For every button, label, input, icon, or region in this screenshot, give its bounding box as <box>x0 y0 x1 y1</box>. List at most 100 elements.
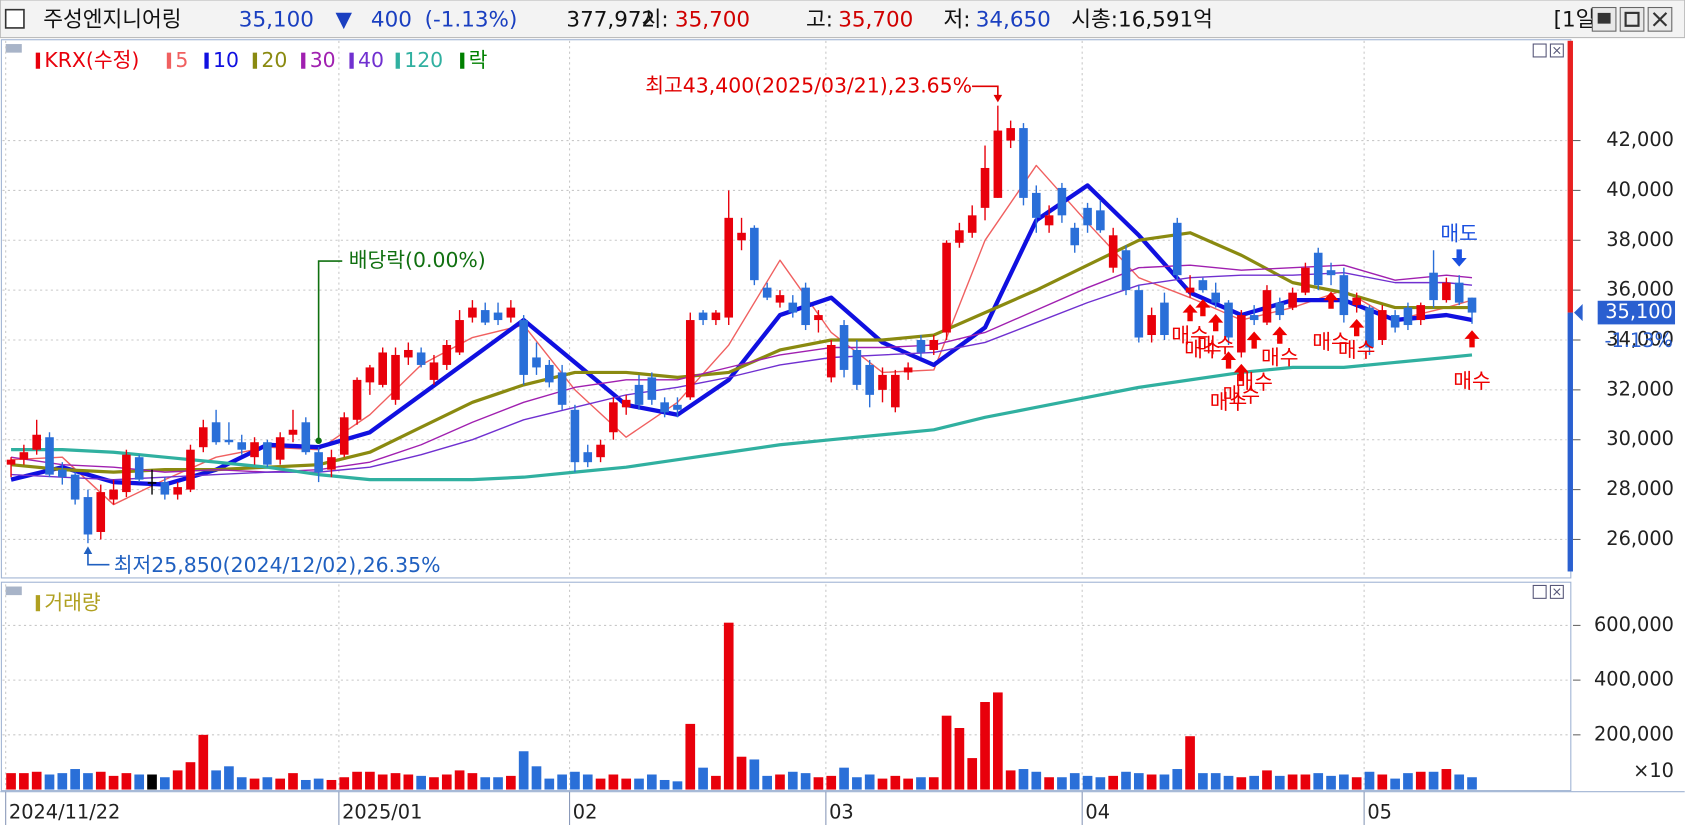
volume-bar <box>864 774 875 790</box>
panel-buttons <box>1532 43 1564 599</box>
legend-label: 락 <box>469 48 488 72</box>
legend-swatch <box>395 52 400 69</box>
volume-bar <box>1415 771 1426 790</box>
candle-body <box>404 349 413 358</box>
volume-bar <box>916 777 926 790</box>
candle-body <box>1467 297 1477 313</box>
volume-bar <box>1262 770 1272 790</box>
volume-bar <box>877 778 888 790</box>
volume-bar <box>531 766 542 790</box>
candle-body <box>301 422 311 453</box>
volume-bar <box>429 777 439 790</box>
candle-body <box>211 422 221 443</box>
volume-bar <box>288 773 298 790</box>
y-tick-label: 28,000 <box>1606 477 1674 500</box>
high-note-arrow <box>972 85 999 98</box>
candle-body <box>557 372 567 405</box>
buy-label: 매수 <box>1453 369 1491 393</box>
panel-max[interactable] <box>1532 584 1547 599</box>
candle-body <box>327 457 336 470</box>
candle-body <box>609 402 618 433</box>
icon <box>1553 46 1561 55</box>
volume-bar <box>480 777 491 790</box>
volume-bar <box>493 777 503 790</box>
candle-body <box>1160 302 1169 336</box>
candle-body <box>1249 315 1259 321</box>
volume-bar <box>1210 773 1221 790</box>
volume-bar <box>236 777 247 790</box>
candle-body <box>903 367 913 373</box>
volume-bar <box>941 715 952 790</box>
candle-body <box>737 232 746 241</box>
dividend-dot <box>315 437 322 444</box>
low-note: 최저25,850(2024/12/02),26.35% <box>114 553 441 577</box>
candle-body <box>1262 290 1272 323</box>
candle-body <box>1403 307 1413 326</box>
panel-max[interactable] <box>1532 43 1547 58</box>
candle-body <box>58 469 67 478</box>
volume-bar <box>377 774 388 790</box>
volume-bar <box>967 758 978 790</box>
volume-bar <box>352 771 362 790</box>
y-tick-label: 30,000 <box>1606 427 1674 450</box>
candle-body <box>980 167 990 208</box>
volume-bar <box>582 774 593 790</box>
candle-body <box>1057 187 1067 216</box>
volume-bar <box>1313 773 1324 790</box>
candle-body <box>365 367 375 383</box>
volume-bar <box>557 774 567 790</box>
y-tick-label: 36,000 <box>1606 278 1674 301</box>
candle-body <box>19 452 29 460</box>
volume-bar <box>813 777 824 790</box>
high-label: 고: <box>806 7 833 32</box>
candle-body <box>173 487 182 495</box>
market-cap: 시총:16,591억 <box>1071 7 1213 32</box>
candle-body <box>1352 297 1361 306</box>
candle-body <box>339 417 349 455</box>
candle-body <box>1019 128 1028 198</box>
candle-body <box>673 404 682 410</box>
candle-body <box>1313 252 1323 286</box>
y-tick-label: 26,000 <box>1606 527 1674 550</box>
buy-label: 매수 <box>1261 346 1299 370</box>
volume-bar <box>416 775 426 790</box>
candle-body <box>993 130 1003 198</box>
low-label: 저: <box>943 7 970 32</box>
volume-bar <box>800 773 811 790</box>
legend-label: 120 <box>404 48 443 72</box>
candle-body <box>224 439 234 443</box>
candle-body <box>1211 292 1221 303</box>
legend-swatch <box>349 52 354 69</box>
icon <box>1597 12 1611 24</box>
max-button[interactable] <box>1619 6 1645 32</box>
y-tick-label: 600,000 <box>1594 613 1674 636</box>
volume-bar <box>723 622 734 790</box>
candle-body <box>1454 282 1464 303</box>
window-buttons <box>1591 6 1673 32</box>
checkbox[interactable] <box>4 8 25 29</box>
volume-bar <box>506 775 516 790</box>
volume-bar <box>544 778 555 790</box>
dividend-note: 배당락(0.00%) <box>349 248 486 272</box>
candle-body <box>519 320 528 375</box>
volume-bar <box>1198 773 1208 790</box>
buy-label: 매수 <box>1184 338 1222 362</box>
candle-body <box>6 459 16 465</box>
candle-body <box>1006 128 1015 141</box>
volume-bar <box>595 778 606 790</box>
candle-body <box>32 434 41 450</box>
legend-swatch <box>204 52 209 69</box>
candle-body <box>878 374 887 390</box>
x-tick-label: 2024/11/22 <box>9 801 120 824</box>
volume-bar <box>1441 769 1452 790</box>
volume-bar <box>365 771 375 790</box>
candle-body <box>480 310 490 323</box>
candle-body <box>109 489 118 500</box>
volume-bar <box>634 778 644 790</box>
buy-label: 매수 <box>1235 370 1273 394</box>
current-price: 35,100 <box>1605 300 1673 323</box>
volume-bar <box>608 774 619 790</box>
candle-body <box>198 427 208 448</box>
